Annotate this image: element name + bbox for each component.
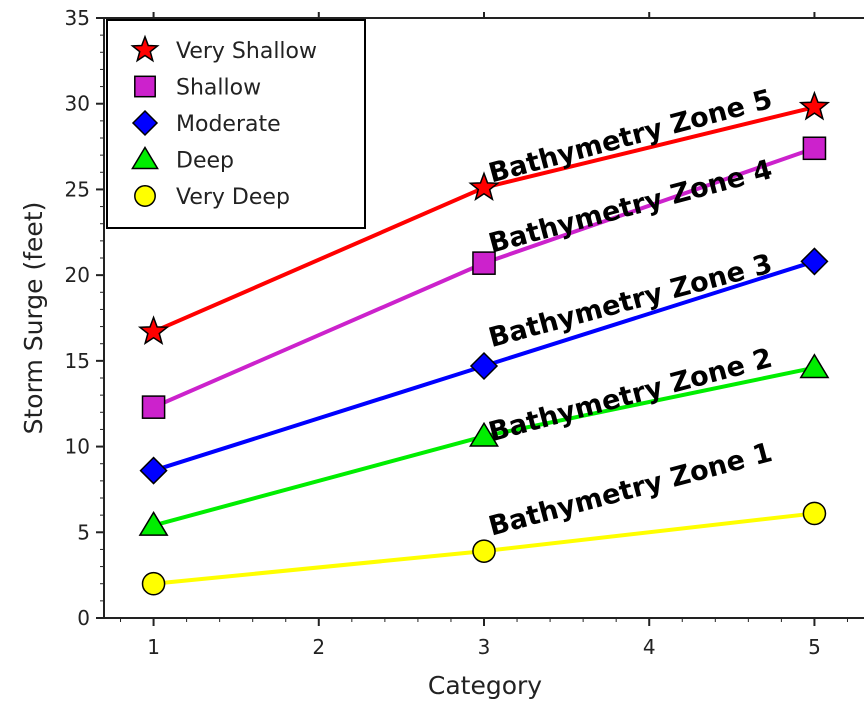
data-point-very-shallow <box>798 90 831 121</box>
zone-annotation: Bathymetry Zone 1 <box>485 437 775 543</box>
series-markers <box>137 90 831 596</box>
data-point-very-shallow <box>137 315 170 346</box>
legend-marker-shallow <box>134 75 156 98</box>
y-tick-label: 20 <box>65 263 90 287</box>
legend-label-very-deep: Very Deep <box>176 185 290 210</box>
data-point-deep <box>799 353 830 379</box>
data-point-very-shallow <box>468 171 500 202</box>
data-point-shallow <box>141 395 166 419</box>
legend: Very Shallow Shallow Moderate Deep Very Deep <box>106 19 366 229</box>
data-point-deep <box>138 510 169 536</box>
legend-marker-very-deep <box>134 185 156 207</box>
y-tick-label: 30 <box>65 92 90 116</box>
legend-marker-moderate <box>131 109 159 137</box>
zone-annotation: Bathymetry Zone 3 <box>485 248 775 354</box>
legend-label-deep: Deep <box>176 149 234 174</box>
data-point-shallow <box>802 136 827 161</box>
data-point-very-deep <box>472 539 496 563</box>
y-tick-label: 15 <box>65 349 90 373</box>
data-point-moderate <box>800 247 829 276</box>
x-tick-label: 4 <box>643 635 656 659</box>
y-tick-label: 5 <box>77 520 90 544</box>
y-tick-label: 0 <box>77 606 90 630</box>
y-tick-label: 10 <box>65 435 90 459</box>
data-point-moderate <box>139 456 168 485</box>
x-tick-label: 1 <box>147 635 160 659</box>
y-axis-label: Storm Surge (feet) <box>19 202 48 435</box>
axis-ticks: 0 5 10 15 20 25 30 35 1 2 3 4 5 <box>65 6 848 659</box>
x-tick-label: 2 <box>312 635 325 659</box>
data-point-shallow <box>472 251 496 275</box>
x-tick-label: 3 <box>478 635 491 659</box>
legend-marker-very-shallow <box>130 34 160 63</box>
data-point-very-deep <box>802 501 827 526</box>
data-point-very-deep <box>141 571 166 596</box>
zone-annotation: Bathymetry Zone 2 <box>485 343 775 449</box>
legend-label-very-shallow: Very Shallow <box>176 39 317 64</box>
y-tick-label: 35 <box>65 6 90 30</box>
data-point-deep <box>469 421 499 447</box>
data-point-moderate <box>469 351 499 381</box>
legend-label-shallow: Shallow <box>176 76 261 101</box>
legend-marker-deep <box>131 146 159 170</box>
x-tick-label: 5 <box>808 635 821 659</box>
y-tick-label: 25 <box>65 177 90 201</box>
legend-label-moderate: Moderate <box>176 112 281 137</box>
x-axis-label: Category <box>428 671 542 700</box>
